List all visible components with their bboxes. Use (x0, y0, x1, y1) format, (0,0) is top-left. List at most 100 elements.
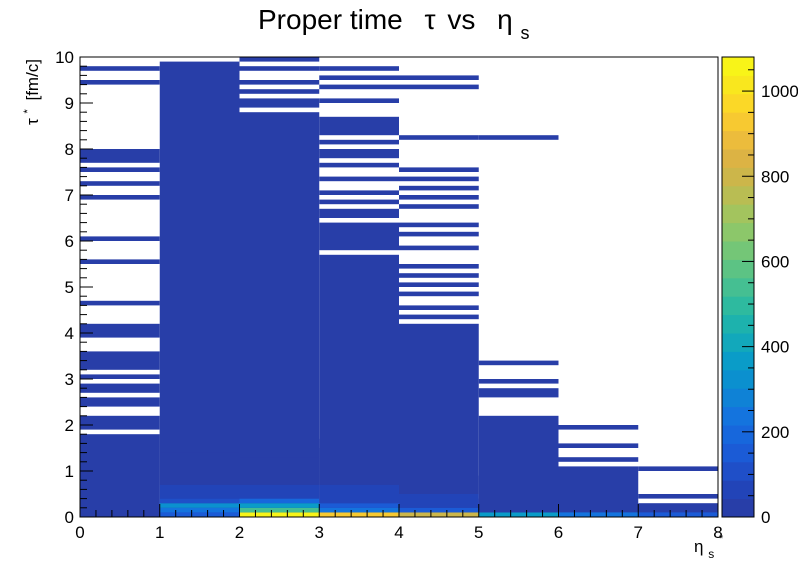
heatmap-cell-col2-0 (239, 512, 320, 517)
heatmap-band-col4-8 (399, 231, 479, 237)
y-tick-label: 1 (65, 462, 74, 481)
x-axis-label-superscript: * (719, 533, 724, 545)
heatmap-band-col4-12 (399, 185, 479, 191)
color-scale-swatch (722, 149, 754, 168)
x-tick-label: 6 (554, 523, 563, 542)
heatmap-cell-col3-2 (319, 503, 399, 508)
heatmap-cell-col2-5 (239, 466, 320, 485)
heatmap-band-col6-1 (558, 457, 639, 462)
heatmap-band-col0-9 (80, 236, 160, 241)
y-tick-label: 3 (65, 370, 74, 389)
heatmap-band-col5-4 (478, 135, 559, 140)
heatmap-band-col7-2 (638, 466, 718, 471)
color-scale-swatch (722, 406, 754, 426)
heatmap-band-col0-7 (80, 300, 160, 306)
color-scale-tick-label: 600 (761, 252, 789, 271)
heatmap-band-col7-1 (638, 494, 718, 499)
color-scale-swatch (722, 314, 754, 334)
heatmap-cell-col7-0 (638, 512, 718, 517)
heatmap-band-col4-14 (399, 167, 479, 172)
color-scale-swatch (722, 443, 754, 463)
heatmap-cell-col1-6 (159, 452, 240, 471)
heatmap-band-col4-16 (399, 84, 479, 90)
heatmap-cell-col1-4 (159, 484, 240, 499)
heatmap-band-col4-9 (399, 222, 479, 228)
color-scale-swatch (722, 75, 754, 95)
y-tick-label: 0 (65, 508, 74, 527)
heatmap-cell-col1-1 (159, 507, 240, 513)
heatmap-cell-col1-2 (159, 503, 240, 508)
y-tick-label: 10 (55, 48, 74, 67)
heatmap-cell-col3-4 (319, 448, 399, 485)
heatmap-band-col2-5 (239, 57, 320, 62)
heatmap-band-col6-2 (558, 443, 639, 448)
color-scale-swatch (722, 112, 754, 132)
heatmap-cell-col1-5 (159, 471, 240, 485)
title-eta-subscript: s (520, 23, 529, 43)
color-scale-tick-label: 1000 (761, 82, 798, 101)
heatmap-band-col4-15 (399, 135, 479, 140)
heatmap-cell-col4-0 (399, 512, 479, 517)
color-scale-swatch (722, 333, 754, 352)
heatmap-band-col0-11 (80, 181, 160, 186)
x-axis-label-symbol: η (694, 537, 703, 556)
heatmap-band-col0-2 (80, 397, 160, 407)
heatmap-band-col3-1 (319, 222, 399, 251)
color-scale-frame (721, 56, 755, 518)
heatmap-cell-col2-4 (239, 484, 320, 499)
x-tick-label: 7 (634, 523, 643, 542)
heatmap-band-col3-8 (319, 139, 399, 145)
plot-area (79, 56, 719, 518)
color-scale-swatch (722, 167, 754, 187)
color-scale-swatch (722, 57, 754, 76)
y-axis-label-superscript: * (22, 109, 34, 114)
heatmap-band-col3-2 (319, 208, 399, 218)
heatmap-band-col0-14 (80, 80, 160, 85)
y-tick-label: 9 (65, 94, 74, 113)
heatmap-band-col0-13 (80, 149, 160, 163)
heatmap-band-col3-10 (319, 98, 399, 103)
color-scale-swatch (722, 277, 754, 297)
y-tick-label: 7 (65, 186, 74, 205)
heatmap-band-col4-5 (399, 273, 479, 278)
title-tau: τ (425, 4, 436, 35)
heatmap-band-col3-5 (319, 176, 399, 182)
heatmap-cell-col4-1 (399, 507, 479, 513)
color-scale-swatch (722, 204, 754, 224)
heatmap-band-col4-2 (399, 305, 479, 310)
heatmap-cell-col5-1 (478, 498, 559, 513)
heatmap-band-col0-8 (80, 259, 160, 264)
color-scale-swatch (722, 296, 754, 316)
x-axis: 0 1 2 3 4 5 6 7 8 (75, 504, 723, 542)
heatmap-band-col4-1 (399, 314, 479, 320)
heatmap-cell-col4-2 (399, 494, 479, 508)
heatmap-cells (80, 57, 718, 518)
color-scale-swatch (722, 425, 754, 444)
heatmap-band-col3-3 (319, 199, 399, 205)
heatmap-band-col2-2 (239, 89, 320, 94)
heatmap-band-col3-4 (319, 190, 399, 195)
y-tick-label: 2 (65, 416, 74, 435)
heatmap-band-col3-9 (319, 116, 399, 136)
heatmap-band-col0-0 (80, 434, 160, 517)
y-tick-label: 6 (65, 232, 74, 251)
x-tick-label: 4 (394, 523, 403, 542)
color-scale-swatch (722, 259, 754, 279)
heatmap-cell-col2-2 (239, 503, 320, 508)
color-scale-swatch (722, 480, 754, 500)
heatmap-band-col4-17 (399, 75, 479, 80)
heatmap-band-col5-2 (478, 379, 559, 384)
heatmap-band-col0-3 (80, 383, 160, 393)
color-scale-tick-label: 200 (761, 423, 789, 442)
heatmap-band-col4-3 (399, 291, 479, 297)
heatmap-cell-col1-7 (159, 429, 240, 453)
y-axis-label-unit: [fm/c] (23, 59, 42, 101)
heatmap-band-col3-6 (319, 162, 399, 168)
heatmap-band-col4-7 (399, 245, 479, 251)
color-scale-tick-label: 0 (761, 508, 770, 527)
heatmap-band-col0-4 (80, 374, 160, 379)
heatmap-cell-col1-3 (159, 498, 240, 504)
color-scale-bar (721, 56, 755, 518)
heatmap-cell-col2-6 (239, 457, 320, 467)
